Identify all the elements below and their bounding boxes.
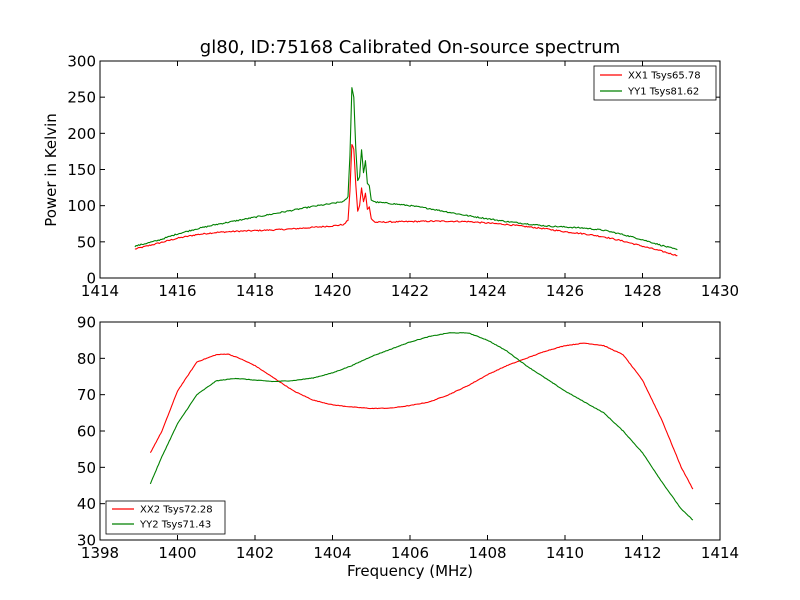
y-tick-label: 150: [67, 161, 96, 179]
x-tick-label: 1402: [236, 544, 274, 562]
top-y-axis-label: Power in Kelvin: [42, 113, 60, 227]
y-tick-label: 300: [67, 53, 96, 71]
y-tick-label: 50: [77, 233, 96, 251]
top-legend-box: [593, 65, 717, 101]
x-tick-label: 1430: [701, 282, 739, 300]
x-tick-label: 1410: [546, 544, 584, 562]
y-tick-label: 200: [67, 125, 96, 143]
bottom-legend-box: [105, 500, 226, 535]
x-tick-label: 1418: [236, 282, 274, 300]
bottom-series-lines: [149, 332, 694, 521]
bottom-x-axis-label: Frequency (MHz): [347, 562, 473, 580]
bottom-legend: XX2 Tsys72.28 YY2 Tsys71.43: [105, 500, 226, 535]
y-tick-label: 0: [86, 270, 96, 288]
x-tick-label: 1414: [701, 544, 739, 562]
top-legend-label-xx1: XX1 Tsys65.78: [628, 71, 701, 82]
top-legend: XX1 Tsys65.78 YY1 Tsys81.62: [593, 65, 717, 101]
x-tick-label: 1408: [468, 544, 506, 562]
top-legend-label-yy1: YY1 Tsys81.62: [627, 87, 699, 98]
y-tick-label: 70: [77, 386, 96, 404]
x-tick-label: 1424: [468, 282, 506, 300]
bottom-legend-label-yy2: YY2 Tsys71.43: [139, 520, 211, 531]
top-series-lines: [134, 87, 678, 257]
series-line-xx1: [134, 143, 678, 257]
bottom-x-tick-labels: 1398 1400 1402 1404 1406 1408 1410 1412 1414: [81, 544, 739, 562]
y-tick-label: 30: [77, 532, 96, 550]
x-tick-label: 1400: [158, 544, 196, 562]
y-tick-label: 100: [67, 197, 96, 215]
top-x-tick-labels: 1414 1416 1418 1420 1422 1424 1426 1428 1430: [81, 282, 739, 300]
x-tick-label: 1416: [158, 282, 196, 300]
y-tick-label: 60: [77, 423, 96, 441]
x-tick-label: 1404: [313, 544, 351, 562]
series-line-yy2: [149, 332, 694, 521]
bottom-y-tick-labels: 30 40 50 60 70 80 90: [77, 314, 96, 550]
x-tick-label: 1426: [546, 282, 584, 300]
chart-title: gl80, ID:75168 Calibrated On-source spec…: [200, 37, 620, 58]
y-tick-label: 80: [77, 350, 96, 368]
x-tick-label: 1412: [623, 544, 661, 562]
bottom-legend-label-xx2: XX2 Tsys72.28: [140, 505, 213, 516]
top-plot-frame: [99, 60, 721, 279]
x-tick-label: 1414: [81, 282, 119, 300]
x-tick-label: 1422: [391, 282, 429, 300]
x-tick-label: 1420: [313, 282, 351, 300]
bottom-plot-frame: [99, 321, 721, 541]
x-tick-label: 1406: [391, 544, 429, 562]
series-line-xx2: [149, 342, 694, 490]
y-tick-label: 90: [77, 314, 96, 332]
top-y-tick-labels: 0 50 100 150 200 250 300: [67, 53, 96, 288]
y-tick-label: 40: [77, 495, 96, 513]
series-line-yy1: [134, 87, 678, 251]
bottom-plot: 1398 1400 1402 1404 1406 1408 1410 1412 1414 30 4…: [77, 314, 739, 581]
x-tick-label: 1428: [623, 282, 661, 300]
x-tick-label: 1398: [81, 544, 119, 562]
top-plot: 1414 1416 1418 1420 1422 1424 1426 1428 1430 0 50…: [42, 53, 739, 301]
y-tick-label: 50: [77, 459, 96, 477]
y-tick-label: 250: [67, 89, 96, 107]
